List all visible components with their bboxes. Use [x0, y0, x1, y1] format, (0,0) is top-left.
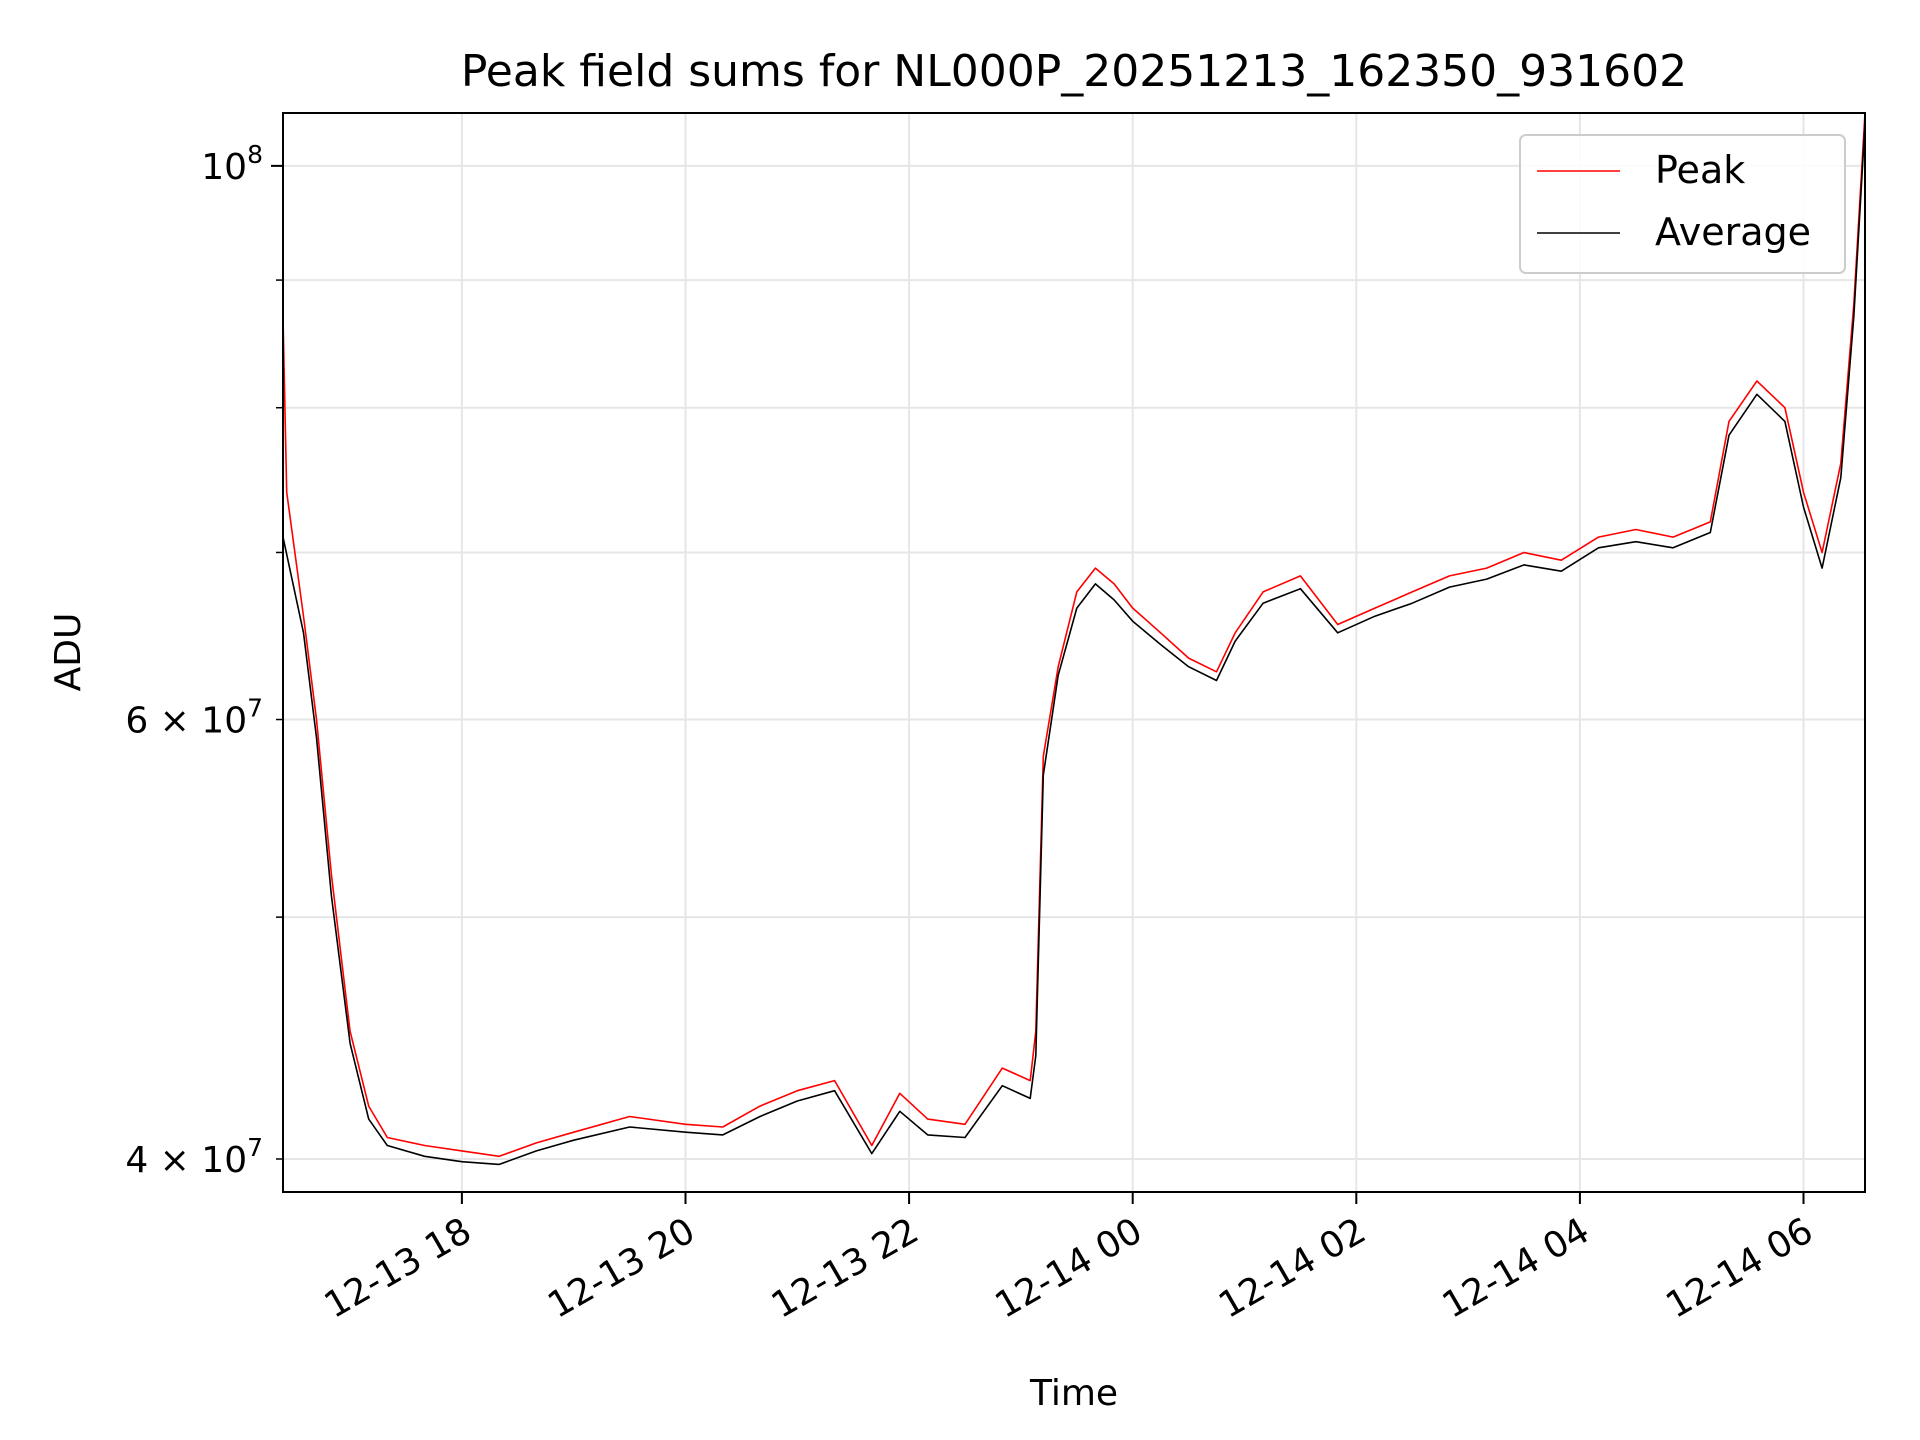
- series-line-average: [282, 123, 1866, 1166]
- series-line-peak: [282, 112, 1866, 1158]
- y-axis: 108 4 × 107 6 × 107: [125, 140, 283, 1181]
- legend-box: [1519, 134, 1846, 274]
- series-layer: [282, 112, 1866, 1166]
- legend: Peak Average: [1519, 134, 1846, 274]
- y-tick-label: 4 × 107: [125, 1133, 263, 1181]
- y-axis-label: ADU: [48, 613, 89, 692]
- legend-label-peak: Peak: [1655, 148, 1745, 192]
- chart-title: Peak field sums for NL000P_20251213_1623…: [461, 46, 1687, 97]
- plot-frame: [282, 112, 1866, 1193]
- grid: [283, 113, 1865, 1192]
- x-axis-label: Time: [1029, 1373, 1118, 1414]
- y-tick-label: 6 × 107: [125, 694, 263, 742]
- legend-label-average: Average: [1655, 210, 1811, 254]
- y-tick-label: 108: [201, 140, 263, 188]
